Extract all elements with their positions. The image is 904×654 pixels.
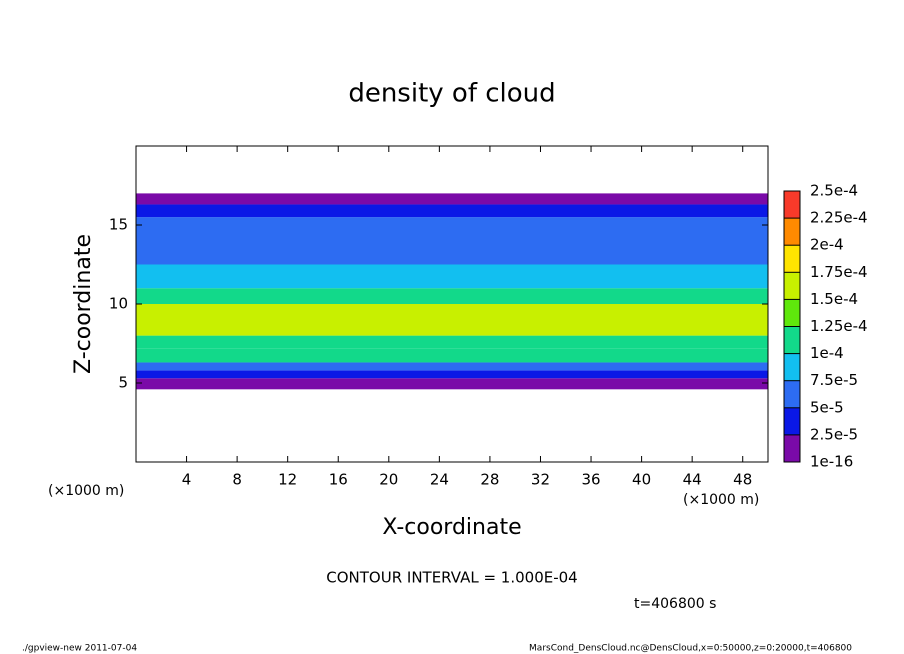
x-tick-label: 4: [182, 471, 192, 489]
density-layer: [136, 362, 768, 371]
y-tick-label: 15: [109, 216, 128, 234]
x-tick-label: 16: [329, 471, 348, 489]
x-unit: (×1000 m): [683, 492, 759, 508]
x-tick-label: 8: [232, 471, 242, 489]
colorbar-swatch: [784, 245, 800, 273]
contour-interval: CONTOUR INTERVAL = 1.000E-04: [326, 569, 577, 587]
x-tick-label: 28: [480, 471, 499, 489]
colorbar-label: 1e-4: [810, 344, 844, 362]
density-layer: [136, 370, 768, 379]
colorbar-swatch: [784, 380, 800, 408]
y-axis-label: Z-coordinate: [71, 234, 96, 374]
colorbar-label: 2e-4: [810, 236, 844, 254]
colorbar-swatch: [784, 272, 800, 300]
density-layer: [136, 264, 768, 289]
footer-right: MarsCond_DensCloud.nc@DensCloud,x=0:5000…: [529, 644, 852, 654]
density-layer: [136, 193, 768, 205]
colorbar-swatch: [784, 191, 800, 219]
density-layer: [136, 335, 768, 349]
colorbar-label: 2.25e-4: [810, 209, 868, 227]
y-tick-label: 10: [109, 295, 128, 313]
colorbar-swatch: [784, 218, 800, 246]
x-tick-label: 24: [430, 471, 449, 489]
x-tick-label: 20: [379, 471, 398, 489]
colorbar-label: 1.25e-4: [810, 317, 868, 335]
colorbar-label: 1.5e-4: [810, 290, 858, 308]
footer-left: ./gpview-new 2011-07-04: [22, 644, 137, 654]
colorbar-swatch: [784, 407, 800, 435]
x-axis-label: X-coordinate: [382, 515, 521, 540]
colorbar-label: 2.5e-4: [810, 182, 858, 200]
y-unit: (×1000 m): [48, 483, 124, 499]
x-tick-label: 32: [531, 471, 550, 489]
x-tick-label: 36: [581, 471, 600, 489]
x-tick-label: 44: [683, 471, 702, 489]
colorbar-swatch: [784, 326, 800, 354]
density-layer: [136, 217, 768, 265]
y-tick-label: 5: [118, 374, 128, 392]
density-layer: [136, 288, 768, 304]
density-layer: [136, 304, 768, 336]
colorbar-swatch: [784, 434, 800, 462]
colorbar-label: 1.75e-4: [810, 263, 868, 281]
x-tick-label: 48: [733, 471, 752, 489]
colorbar-label: 7.5e-5: [810, 371, 858, 389]
x-tick-label: 40: [632, 471, 651, 489]
colorbar-label: 2.5e-5: [810, 425, 858, 443]
time-label: t=406800 s: [634, 596, 716, 612]
colorbar-label: 5e-5: [810, 398, 844, 416]
colorbar-label: 1e-16: [810, 453, 853, 471]
density-layer: [136, 204, 768, 218]
density-layer: [136, 348, 768, 363]
density-layer: [136, 378, 768, 390]
colorbar-swatch: [784, 353, 800, 381]
x-tick-label: 12: [278, 471, 297, 489]
colorbar-swatch: [784, 299, 800, 327]
chart-title: density of cloud: [348, 79, 555, 109]
